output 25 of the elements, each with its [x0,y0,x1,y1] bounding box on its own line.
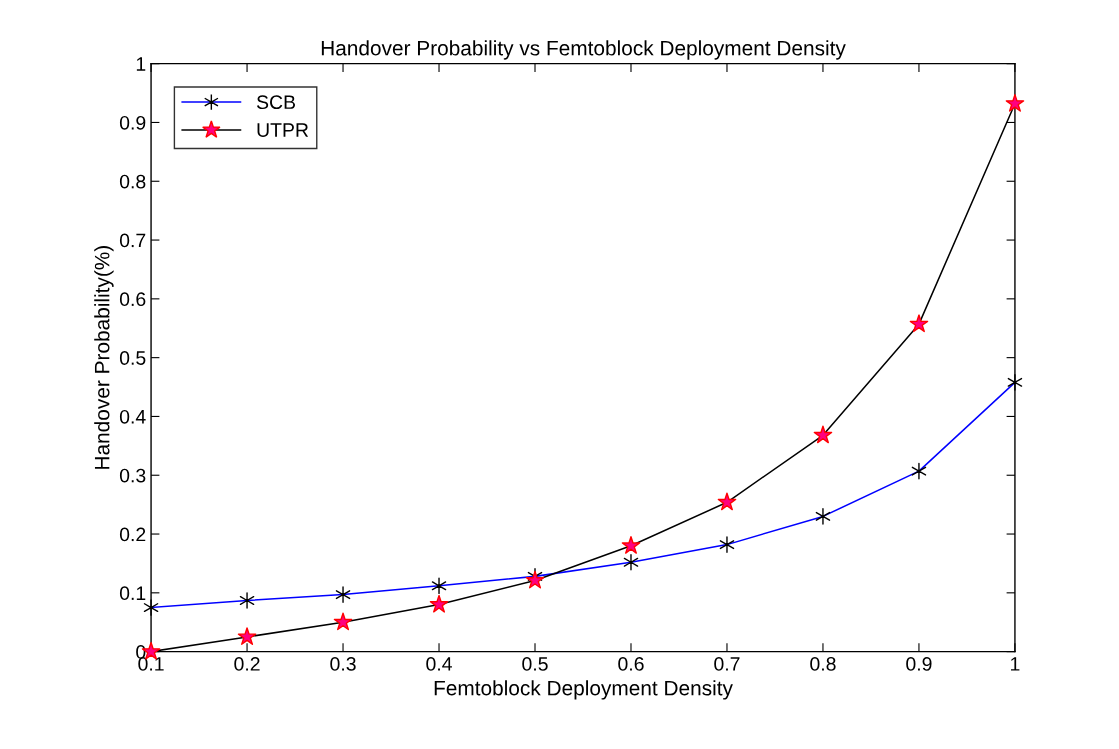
y-tick-label: 0.7 [119,233,146,248]
y-tick-label: 0 [136,645,146,659]
chart-title: Handover Probability vs Femtoblock Deployment Density [321,40,846,60]
y-tick-label: 1 [136,57,146,71]
x-tick-label: 0.2 [234,657,260,671]
y-tick-label: 0.3 [119,468,146,483]
legend-label: UTPR [257,123,309,137]
y-tick-label: 0.9 [119,115,146,130]
x-tick-label: 1 [1011,657,1020,671]
y-tick-label: 0.8 [119,174,146,189]
y-tick-label: 0.2 [119,527,146,542]
x-tick-label: 0.3 [330,657,356,671]
x-tick-label: 0.8 [810,657,836,671]
y-tick-label: 0.1 [119,586,146,601]
x-tick-label: 0.7 [714,657,740,671]
x-tick-label: 0.9 [906,657,932,671]
x-axis-title: Femtoblock Deployment Density [434,680,733,700]
x-tick-label: 0.5 [522,657,548,671]
x-tick-label: 0.4 [426,657,452,671]
y-tick-label: 0.6 [119,292,146,307]
y-tick-label: 0.4 [119,409,146,424]
x-tick-label: 0.6 [618,657,644,671]
y-axis-title: Handover Probability(%) [94,246,114,469]
legend-label: SCB [256,95,296,110]
y-tick-label: 0.5 [119,351,146,365]
